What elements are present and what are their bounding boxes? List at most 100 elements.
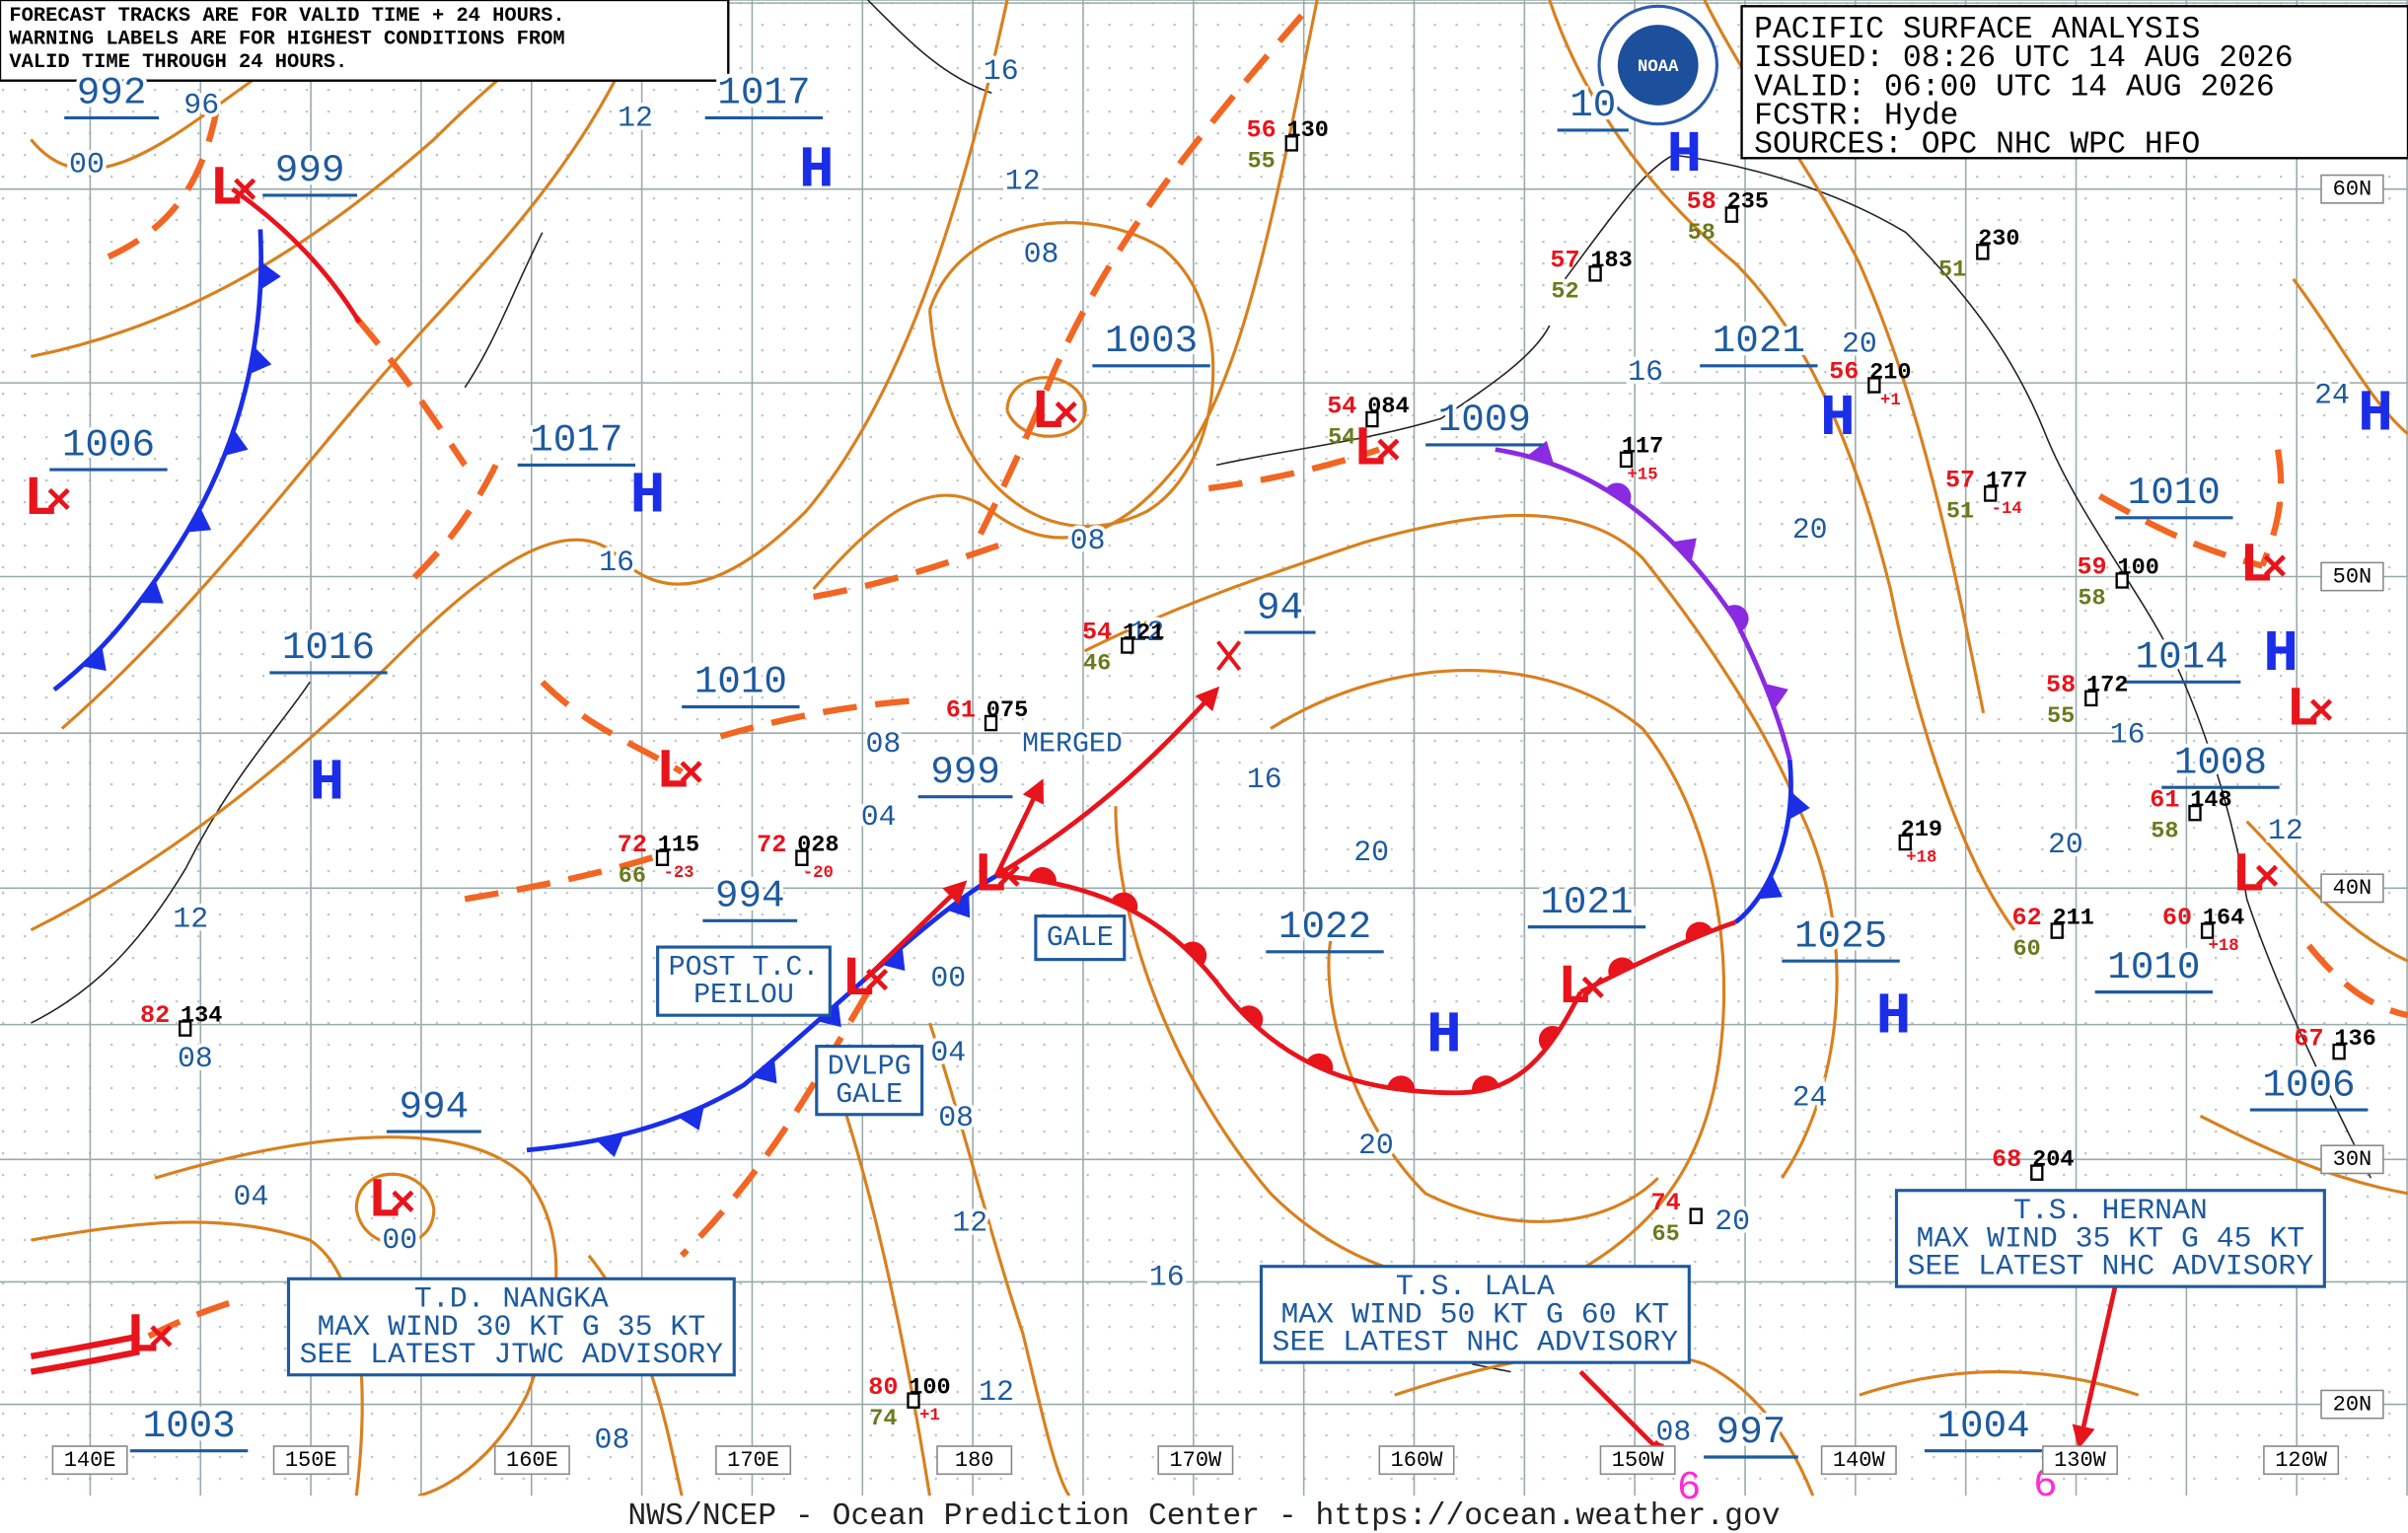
station-tend: -20	[803, 864, 834, 883]
high-center: H	[310, 749, 345, 816]
isobar-label: 04	[930, 1036, 966, 1069]
station-temp: 74	[1651, 1189, 1681, 1217]
station-pressure: 121	[1123, 620, 1164, 646]
station-pressure: 134	[181, 1002, 222, 1029]
front-semicircle	[1538, 1025, 1562, 1052]
isobar-label: 12	[979, 1375, 1014, 1409]
front-triangle	[678, 1106, 704, 1131]
lat-label: 20N	[2333, 1392, 2372, 1417]
lon-box	[715, 1445, 792, 1476]
station-pressure: 028	[797, 833, 839, 859]
advisory-text: MAX WIND 50 KT G 60 KT	[1281, 1297, 1670, 1331]
advisory-text: SEE LATEST NHC ADVISORY	[1908, 1250, 2314, 1283]
station-temp: 56	[1829, 358, 1859, 387]
station-temp: 54	[1327, 392, 1356, 420]
station-marker	[1284, 135, 1298, 152]
front-triangle	[82, 646, 107, 672]
station-pressure: 130	[1287, 117, 1329, 144]
station-pressure: 210	[1869, 359, 1911, 386]
isobar-label: 16	[2110, 718, 2146, 752]
center-pressure: 1016	[282, 625, 375, 670]
low-x	[1377, 438, 1400, 461]
lat-label: 50N	[2333, 564, 2372, 589]
lon-box	[1820, 1445, 1897, 1476]
station-marker	[1689, 1207, 1703, 1224]
dvlpg-text: DVLPG	[828, 1052, 912, 1083]
station-marker	[1983, 485, 1998, 502]
station-pressure: 100	[909, 1375, 950, 1402]
station-pressure: 230	[1978, 226, 2019, 253]
station-marker	[984, 714, 998, 732]
front-semicircle	[1306, 1053, 1334, 1073]
station-dew: 58	[1688, 220, 1715, 247]
station-pressure: 172	[2086, 673, 2128, 699]
station-marker	[1588, 265, 1602, 282]
isobar-label: 08	[938, 1101, 974, 1134]
front-triangle	[249, 346, 272, 375]
station-pressure: 183	[1590, 248, 1632, 274]
station-temp: 54	[1082, 619, 1112, 647]
center-pressure: 1021	[1713, 319, 1805, 363]
station-marker	[1867, 377, 1881, 394]
station-marker	[179, 1020, 192, 1037]
station-pressure: 235	[1727, 188, 1769, 215]
high-center: H	[2263, 620, 2299, 688]
isobar-label: 08	[1656, 1416, 1692, 1449]
station-dew: 52	[1551, 279, 1578, 306]
lat-box	[2320, 1144, 2384, 1175]
isobar-label: 00	[382, 1223, 417, 1257]
high-center: H	[799, 137, 835, 204]
isobar-label: 20	[2048, 828, 2083, 861]
station-temp: 60	[2162, 904, 2192, 932]
isobar-label: 20	[1842, 328, 1877, 361]
station-pressure: 136	[2334, 1026, 2375, 1053]
isobar-label: 16	[984, 54, 1019, 88]
center-pressure: 1022	[1278, 905, 1371, 949]
station-marker	[1976, 244, 1990, 260]
isobar-label: 20	[1792, 513, 1828, 547]
header-line: VALID: 06:00 UTC 14 AUG 2026	[1754, 70, 2275, 105]
logo-text: NOAA	[1638, 58, 1679, 77]
center-pressure: 994	[399, 1084, 469, 1129]
high-center: H	[1667, 121, 1703, 188]
center-pressure: 1014	[2136, 635, 2228, 680]
low-x	[1581, 976, 1604, 999]
station-dew: 55	[2047, 703, 2075, 730]
low-center: L	[209, 158, 243, 221]
front-triangle	[881, 946, 906, 972]
isobar-label: 20	[1353, 836, 1389, 869]
lon-box	[2263, 1445, 2340, 1476]
high-center: H	[1426, 1001, 1462, 1068]
station-marker	[907, 1392, 920, 1409]
station-pressure: 117	[1622, 434, 1663, 461]
low-x	[2309, 698, 2333, 721]
front-triangle	[186, 507, 212, 533]
station-dew: 66	[619, 863, 646, 890]
lon-box	[493, 1445, 570, 1476]
low-x	[1055, 401, 1077, 424]
low-x	[680, 761, 702, 783]
center-pressure: 999	[930, 750, 1000, 794]
station-dew: 55	[1247, 149, 1275, 176]
lon-label: 160E	[506, 1448, 558, 1473]
station-marker	[2115, 572, 2129, 589]
lon-label: 150E	[285, 1448, 337, 1473]
station-temp: 72	[757, 831, 786, 859]
front-triangle	[753, 1058, 777, 1084]
advisory-box	[286, 1277, 736, 1377]
station-temp: 61	[2150, 785, 2179, 814]
isobar-label: 12	[1129, 616, 1164, 649]
front-triangle	[596, 1133, 624, 1157]
low-center: L	[974, 844, 1007, 908]
front-semicircle	[1111, 892, 1138, 912]
isobar-label: 00	[930, 961, 966, 994]
center-pressure: 94	[1257, 585, 1303, 629]
station-pressure: 148	[2190, 787, 2231, 814]
isobar-label: 24	[2314, 379, 2350, 412]
station-tend: +1	[1880, 392, 1901, 410]
lat-box	[2320, 561, 2384, 592]
lon-label: 170W	[1169, 1448, 1222, 1473]
station-pressure: 100	[2117, 554, 2158, 581]
station-temp: 68	[1992, 1145, 2021, 1174]
